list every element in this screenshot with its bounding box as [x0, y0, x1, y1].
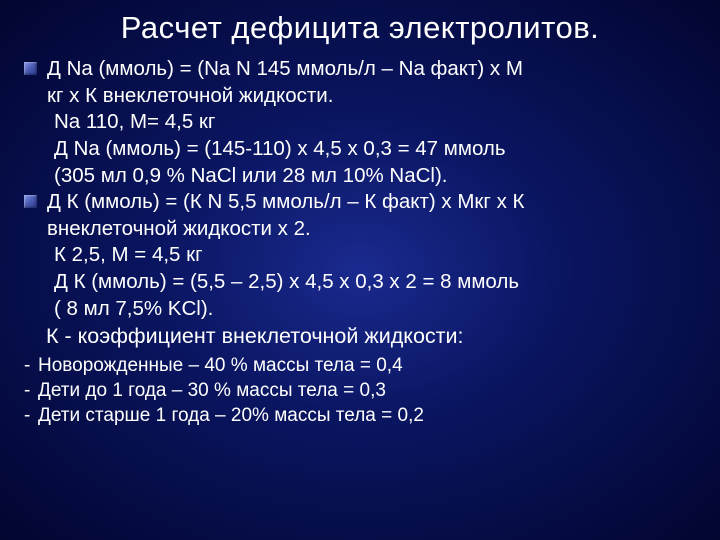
dash-icon: -: [24, 379, 38, 403]
coefficient-heading: К - коэффициент внеклеточной жидкости:: [24, 323, 696, 350]
text-line: Д Na (ммоль) = (145-110) х 4,5 х 0,3 = 4…: [24, 136, 696, 162]
dash-icon: -: [24, 354, 38, 378]
text-line: К 2,5, М = 4,5 кг: [24, 242, 696, 268]
text-line: Д Na (ммоль) = (Na N 145 ммоль/л – Na фа…: [47, 56, 523, 82]
text-line: (305 мл 0,9 % NaCl или 28 мл 10% NaCl).: [24, 163, 696, 189]
text-line: внеклеточной жидкости х 2.: [24, 216, 696, 242]
text-line: Дети до 1 года – 30 % массы тела = 0,3: [38, 379, 386, 403]
bullet-item: Д Na (ммоль) = (Na N 145 ммоль/л – Na фа…: [24, 56, 696, 82]
text-line: Новорожденные – 40 % массы тела = 0,4: [38, 354, 403, 378]
text-line: Дети старше 1 года – 20% массы тела = 0,…: [38, 404, 424, 428]
slide-container: Расчет дефицита электролитов. Д Na (ммол…: [0, 0, 720, 540]
bullet-icon: [24, 62, 37, 75]
slide-content: Д Na (ммоль) = (Na N 145 ммоль/л – Na фа…: [24, 56, 696, 427]
dash-item: - Новорожденные – 40 % массы тела = 0,4: [24, 354, 696, 378]
text-line: кг х К внеклеточной жидкости.: [24, 83, 696, 109]
text-line: Д К (ммоль) = (5,5 – 2,5) х 4,5 х 0,3 х …: [24, 269, 696, 295]
slide-title: Расчет дефицита электролитов.: [24, 10, 696, 46]
dash-item: - Дети до 1 года – 30 % массы тела = 0,3: [24, 379, 696, 403]
dash-item: - Дети старше 1 года – 20% массы тела = …: [24, 404, 696, 428]
dash-icon: -: [24, 404, 38, 428]
bullet-icon: [24, 195, 37, 208]
text-line: Na 110, М= 4,5 кг: [24, 109, 696, 135]
bullet-item: Д К (ммоль) = (К N 5,5 ммоль/л – К факт)…: [24, 189, 696, 215]
text-line: Д К (ммоль) = (К N 5,5 ммоль/л – К факт)…: [47, 189, 524, 215]
text-line: ( 8 мл 7,5% KCl).: [24, 296, 696, 322]
